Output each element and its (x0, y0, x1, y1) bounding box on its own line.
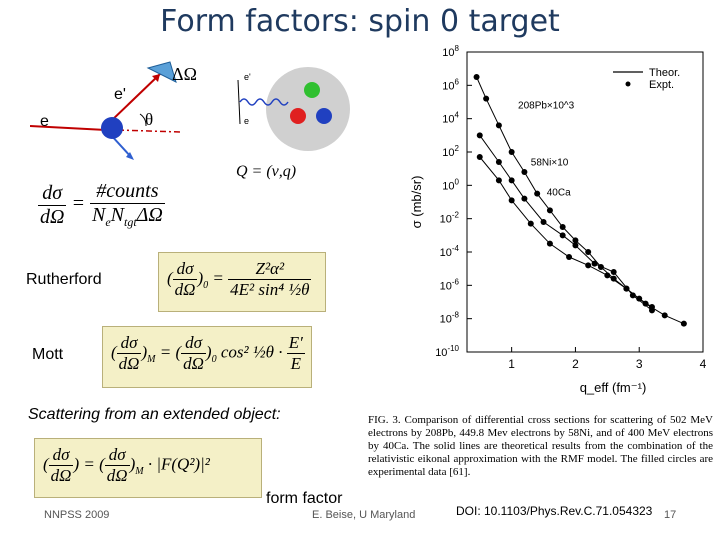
series-label: 208Pb×10^3 (518, 101, 575, 112)
footer-doi: DOI: 10.1103/Phys.Rev.C.71.054323 (456, 504, 653, 518)
rutherford-label: Rutherford (26, 271, 102, 288)
data-point (661, 312, 668, 319)
legend-expt: Expt. (649, 79, 674, 91)
x-tick-label: 1 (508, 357, 515, 371)
y-tick-label: 106 (442, 77, 459, 92)
data-point (546, 207, 553, 214)
mott-formula: (dσ dΩ)M = (dσ dΩ)0 cos² ½θ · E′ E (102, 326, 312, 388)
q-four-vector-label: Q = (ν,q) (236, 163, 297, 180)
theta-label: θ (145, 110, 154, 129)
data-point (559, 232, 566, 239)
footer-center: E. Beise, U Maryland (312, 509, 416, 521)
data-point (546, 240, 553, 247)
page-title: Form factors: spin 0 target (160, 4, 560, 39)
cross-section-formula: dσ dΩ = #counts NeNtgtΔΩ (38, 180, 165, 229)
y-axis-label: σ (mb/sr) (409, 176, 424, 229)
data-point (610, 275, 617, 282)
data-point (585, 249, 592, 255)
series-label: 58Ni×10 (531, 157, 569, 168)
form-factor-label: form factor (266, 490, 343, 507)
y-tick-label: 104 (442, 111, 459, 126)
y-tick-label: 10-8 (440, 311, 460, 326)
rutherford-formula: (dσ dΩ)0 = Z²α² 4E² sin⁴ ½θ (158, 252, 326, 312)
page-number: 17 (664, 509, 677, 521)
e-prime-label: e' (114, 86, 126, 103)
legend-theor: Theor. (649, 67, 680, 79)
data-point (642, 300, 649, 307)
data-point (566, 254, 573, 260)
plot-frame (466, 51, 704, 353)
data-point (585, 262, 592, 269)
data-point (508, 177, 515, 184)
data-point (572, 237, 579, 244)
e-label: e (40, 113, 49, 130)
y-tick-label: 100 (442, 177, 459, 192)
x-tick-label: 2 (572, 357, 579, 371)
y-tick-label: 10-2 (440, 211, 460, 226)
x-tick-label: 3 (636, 357, 643, 371)
data-point (623, 285, 630, 292)
legend-dot (625, 81, 631, 87)
x-tick-label: 4 (700, 357, 707, 371)
series-line (479, 156, 685, 325)
y-tick-label: 10-4 (440, 244, 460, 259)
data-point (495, 159, 502, 165)
data-point (559, 224, 566, 230)
data-point (572, 242, 579, 249)
data-point (610, 269, 617, 275)
data-point (508, 149, 515, 155)
footer-left: NNPSS 2009 (44, 509, 110, 521)
data-point (483, 95, 490, 102)
cross-section-chart: 108 106 104 102 100 10-2 10-4 10-6 10-8 10-10 1 2 3 4… (409, 44, 707, 395)
data-point (540, 219, 547, 225)
data-point (527, 220, 534, 227)
data-point (476, 154, 483, 160)
scattering-diagram (30, 61, 181, 160)
data-point (473, 74, 480, 80)
data-point (521, 195, 528, 202)
y-tick-label: 108 (442, 44, 459, 59)
data-point (495, 122, 502, 129)
small-e-label: e (244, 116, 250, 126)
y-tick-label: 10-6 (440, 277, 460, 292)
data-point (521, 169, 528, 175)
data-point (680, 320, 687, 327)
form-factor-formula: (dσ dΩ) = (dσ dΩ)M · |F(Q²)|² (34, 438, 262, 498)
x-axis-label: q_eff (fm⁻¹) (580, 380, 647, 395)
y-tick-label: 102 (442, 144, 459, 159)
data-point (591, 260, 598, 267)
data-point (495, 177, 502, 184)
data-point (629, 292, 636, 299)
extended-object-label: Scattering from an extended object: (28, 406, 281, 423)
data-point (534, 190, 541, 197)
data-point (648, 307, 655, 314)
series-label: 40Ca (547, 187, 571, 198)
small-e-prime-label: e' (244, 72, 251, 82)
data-point (508, 197, 515, 204)
figure-caption: FIG. 3. Comparison of differential cross… (368, 414, 713, 478)
nucleus-diagram (237, 67, 350, 151)
data-point (476, 132, 483, 139)
mott-label: Mott (32, 346, 64, 363)
data-point (604, 272, 611, 279)
delta-omega-label: ΔΩ (172, 64, 197, 84)
y-tick-label: 10-10 (435, 344, 459, 359)
